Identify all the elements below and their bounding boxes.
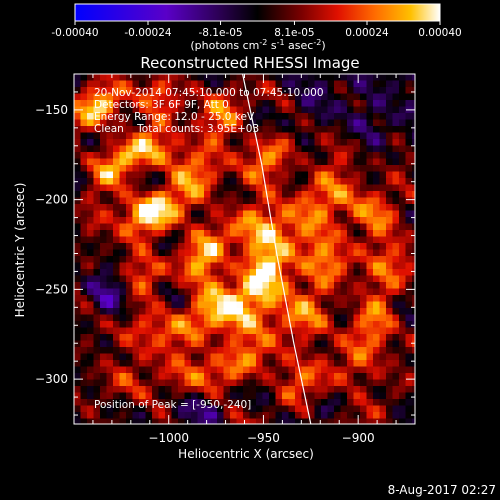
y-tick-label: −300 [35, 372, 68, 386]
y-tick-label: −200 [35, 193, 68, 207]
colorbar-units: (photons cm-2 s-1 asec-2) [190, 38, 325, 52]
annotation-peak-position: Position of Peak = [-950,-240] [94, 399, 251, 411]
colorbar-tick-label: 0.00040 [418, 27, 461, 39]
colorbar-tick-label: -8.1e-05 [198, 27, 242, 39]
annotation-clean-counts: Clean Total counts: 3.95E+03 [94, 123, 259, 135]
axis-ticks: −1000 −950 −900 −150 −200 −250 −300 [35, 73, 416, 445]
x-tick-label: −900 [342, 431, 375, 445]
annotation-energy-range: Energy Range: 12.0 - 25.0 keV [94, 111, 255, 123]
x-axis-label: Heliocentric X (arcsec) [178, 447, 314, 461]
colorbar-tick-label: -0.00040 [51, 27, 98, 39]
colorbar [74, 3, 441, 22]
footer-date: 8-Aug-2017 02:27 [388, 483, 496, 497]
colorbar-ticks: -0.00040 -0.00024 -8.1e-05 8.1e-05 0.00024 0.… [51, 21, 462, 39]
y-tick-label: −150 [35, 103, 68, 117]
solar-limb-line [242, 74, 312, 424]
annotation-detectors: Detectors: 3F 6F 9F, Att 0 [94, 99, 229, 111]
y-tick-label: −250 [35, 282, 68, 296]
plot-title: Reconstructed RHESSI Image [140, 54, 359, 72]
colorbar-tick-label: -0.00024 [124, 27, 172, 39]
colorbar-tick-label: 8.1e-05 [274, 27, 314, 39]
x-tick-label: −950 [247, 431, 280, 445]
heatmap-image [74, 74, 415, 424]
annotation-time-range: 20-Nov-2014 07:45:10.000 to 07:45:10.000 [94, 87, 324, 99]
colorbar-tick-label: 0.00024 [345, 27, 389, 39]
x-tick-label: −1000 [148, 431, 189, 445]
y-axis-label: Heliocentric Y (arcsec) [13, 183, 27, 318]
